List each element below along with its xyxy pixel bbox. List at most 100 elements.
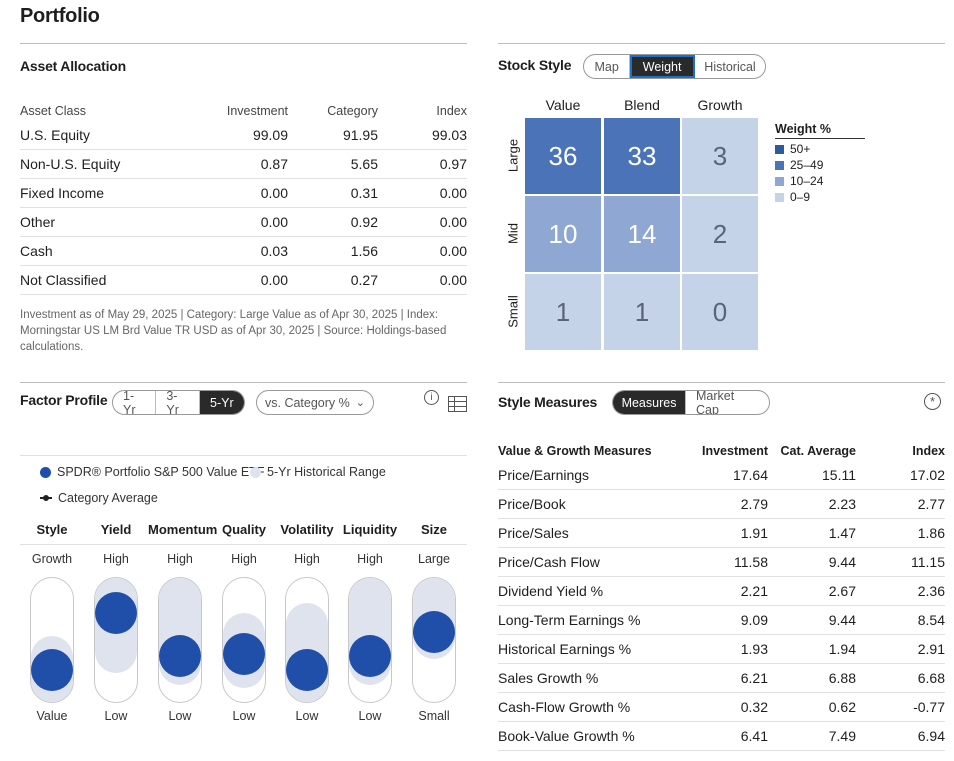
divider bbox=[20, 544, 467, 545]
factor-label-style: Style bbox=[36, 522, 68, 537]
category-marker-icon bbox=[40, 495, 52, 501]
row-label-large: Large bbox=[505, 138, 521, 173]
asset-class-cell: Cash bbox=[20, 243, 53, 259]
factor-label-quality: Quality bbox=[221, 522, 267, 537]
legend-item: 0–9 bbox=[775, 189, 865, 205]
divider bbox=[20, 43, 467, 44]
factor-label-momentum: Momentum bbox=[148, 522, 218, 537]
style-box-cell-mid-value: 10 bbox=[525, 196, 601, 272]
divider bbox=[498, 382, 945, 383]
table-row: Book-Value Growth % 6.41 7.49 6.94 bbox=[498, 722, 945, 751]
table-row: Fixed Income 0.00 0.31 0.00 bbox=[20, 179, 467, 208]
header-measures: Value & Growth Measures bbox=[498, 444, 652, 458]
compare-select[interactable]: vs. Category % ⌄ bbox=[256, 390, 374, 415]
measure-name-cell: Book-Value Growth % bbox=[498, 728, 635, 744]
row-label-small: Small bbox=[505, 295, 521, 328]
factor-period-tabs: 1-Yr 3-Yr 5-Yr bbox=[112, 390, 245, 415]
factor-bottom-label-yield: Low bbox=[104, 709, 128, 723]
asset-allocation-title: Asset Allocation bbox=[20, 58, 126, 74]
style-measures-title: Style Measures bbox=[498, 394, 598, 410]
stock-style-title: Stock Style bbox=[498, 57, 572, 73]
factor-top-label-quality: High bbox=[231, 552, 257, 566]
table-row: Other 0.00 0.92 0.00 bbox=[20, 208, 467, 237]
table-row: Long-Term Earnings % 9.09 9.44 8.54 bbox=[498, 606, 945, 635]
table-row: Sales Growth % 6.21 6.88 6.68 bbox=[498, 664, 945, 693]
style-box-cell-small-value: 1 bbox=[525, 274, 601, 350]
tab-weight[interactable]: Weight bbox=[630, 55, 695, 78]
tab-1yr[interactable]: 1-Yr bbox=[113, 391, 157, 414]
asset-class-cell: Fixed Income bbox=[20, 185, 105, 201]
investment-cell: 11.58 bbox=[734, 554, 768, 570]
investment-cell: 6.21 bbox=[740, 670, 768, 686]
page-title: Portfolio bbox=[20, 5, 100, 27]
header-investment: Investment bbox=[226, 104, 288, 118]
index-cell: 1.86 bbox=[917, 525, 945, 541]
legend-swatch bbox=[775, 192, 784, 202]
legend-fund: SPDR® Portfolio S&P 500 Value ETF bbox=[40, 465, 264, 479]
legend-category-label: Category Average bbox=[58, 491, 158, 505]
cat-average-cell: 1.47 bbox=[828, 525, 856, 541]
legend-range-label: 5-Yr Historical Range bbox=[267, 465, 386, 479]
row-label-mid: Mid bbox=[505, 223, 521, 244]
measure-name-cell: Price/Sales bbox=[498, 525, 569, 541]
index-cell: 17.02 bbox=[909, 467, 945, 483]
index-cell: 8.54 bbox=[917, 612, 945, 628]
investment-cell: 0.03 bbox=[260, 243, 288, 259]
category-cell: 0.31 bbox=[350, 185, 378, 201]
factor-label-size: Size bbox=[420, 522, 447, 537]
table-row: U.S. Equity 99.09 91.95 99.03 bbox=[20, 121, 467, 150]
investment-cell: 0.00 bbox=[260, 272, 288, 288]
measure-name-cell: Price/Earnings bbox=[498, 467, 590, 483]
factor-fund-marker-style bbox=[31, 649, 73, 692]
index-cell: 0.00 bbox=[439, 243, 467, 259]
cat-average-cell: 2.23 bbox=[828, 496, 856, 512]
asterisk-icon[interactable]: * bbox=[924, 393, 941, 410]
legend-swatch bbox=[775, 144, 784, 154]
cat-average-cell: 2.67 bbox=[828, 583, 856, 599]
style-box-cell-large-growth: 3 bbox=[682, 118, 758, 194]
category-cell: 1.56 bbox=[350, 243, 378, 259]
factor-label-volatility: Volatility bbox=[280, 522, 334, 537]
index-cell: 2.36 bbox=[917, 583, 945, 599]
table-icon[interactable] bbox=[448, 396, 467, 412]
investment-cell: 17.64 bbox=[732, 467, 768, 483]
fund-dot-icon bbox=[40, 466, 51, 478]
asset-class-cell: U.S. Equity bbox=[20, 127, 91, 143]
investment-cell: 2.79 bbox=[740, 496, 768, 512]
category-cell: 91.95 bbox=[342, 127, 378, 143]
index-cell: 0.00 bbox=[439, 214, 467, 230]
table-row: Non-U.S. Equity 0.87 5.65 0.97 bbox=[20, 150, 467, 179]
cat-average-cell: 15.11 bbox=[822, 467, 856, 483]
index-cell: 0.00 bbox=[439, 185, 467, 201]
factor-bottom-label-style: Value bbox=[36, 709, 68, 723]
factor-top-label-volatility: High bbox=[294, 552, 320, 566]
chevron-down-icon: ⌄ bbox=[355, 397, 365, 409]
header-index: Index bbox=[912, 444, 945, 458]
legend-label: 25–49 bbox=[790, 158, 824, 172]
cat-average-cell: 9.44 bbox=[828, 554, 856, 570]
style-measures-tabs: Measures Market Cap bbox=[612, 390, 770, 415]
investment-cell: 0.00 bbox=[260, 214, 288, 230]
measure-name-cell: Price/Book bbox=[498, 496, 566, 512]
factor-bottom-label-momentum: Low bbox=[168, 709, 192, 723]
tab-market-cap[interactable]: Market Cap bbox=[696, 390, 735, 415]
measure-name-cell: Sales Growth % bbox=[498, 670, 599, 686]
divider bbox=[20, 455, 467, 456]
index-cell: 2.77 bbox=[917, 496, 945, 512]
asset-class-cell: Not Classified bbox=[20, 272, 107, 288]
info-icon[interactable]: i bbox=[424, 390, 439, 405]
table-row: Cash 0.03 1.56 0.00 bbox=[20, 237, 467, 266]
legend-item: 10–24 bbox=[775, 173, 865, 189]
tab-map[interactable]: Map bbox=[584, 55, 631, 78]
style-box-cell-large-value: 36 bbox=[525, 118, 601, 194]
weight-legend: Weight % 50+ 25–49 10–24 0–9 bbox=[775, 121, 865, 205]
tab-5yr[interactable]: 5-Yr bbox=[199, 391, 244, 414]
factor-top-label-momentum: High bbox=[167, 552, 193, 566]
index-cell: 6.68 bbox=[917, 670, 945, 686]
header-category: Category bbox=[327, 104, 378, 118]
index-cell: 99.03 bbox=[431, 127, 467, 143]
tab-measures[interactable]: Measures bbox=[613, 391, 686, 414]
style-box-cell-large-blend: 33 bbox=[604, 118, 680, 194]
tab-3yr[interactable]: 3-Yr bbox=[156, 391, 200, 414]
tab-historical[interactable]: Historical bbox=[704, 59, 756, 74]
